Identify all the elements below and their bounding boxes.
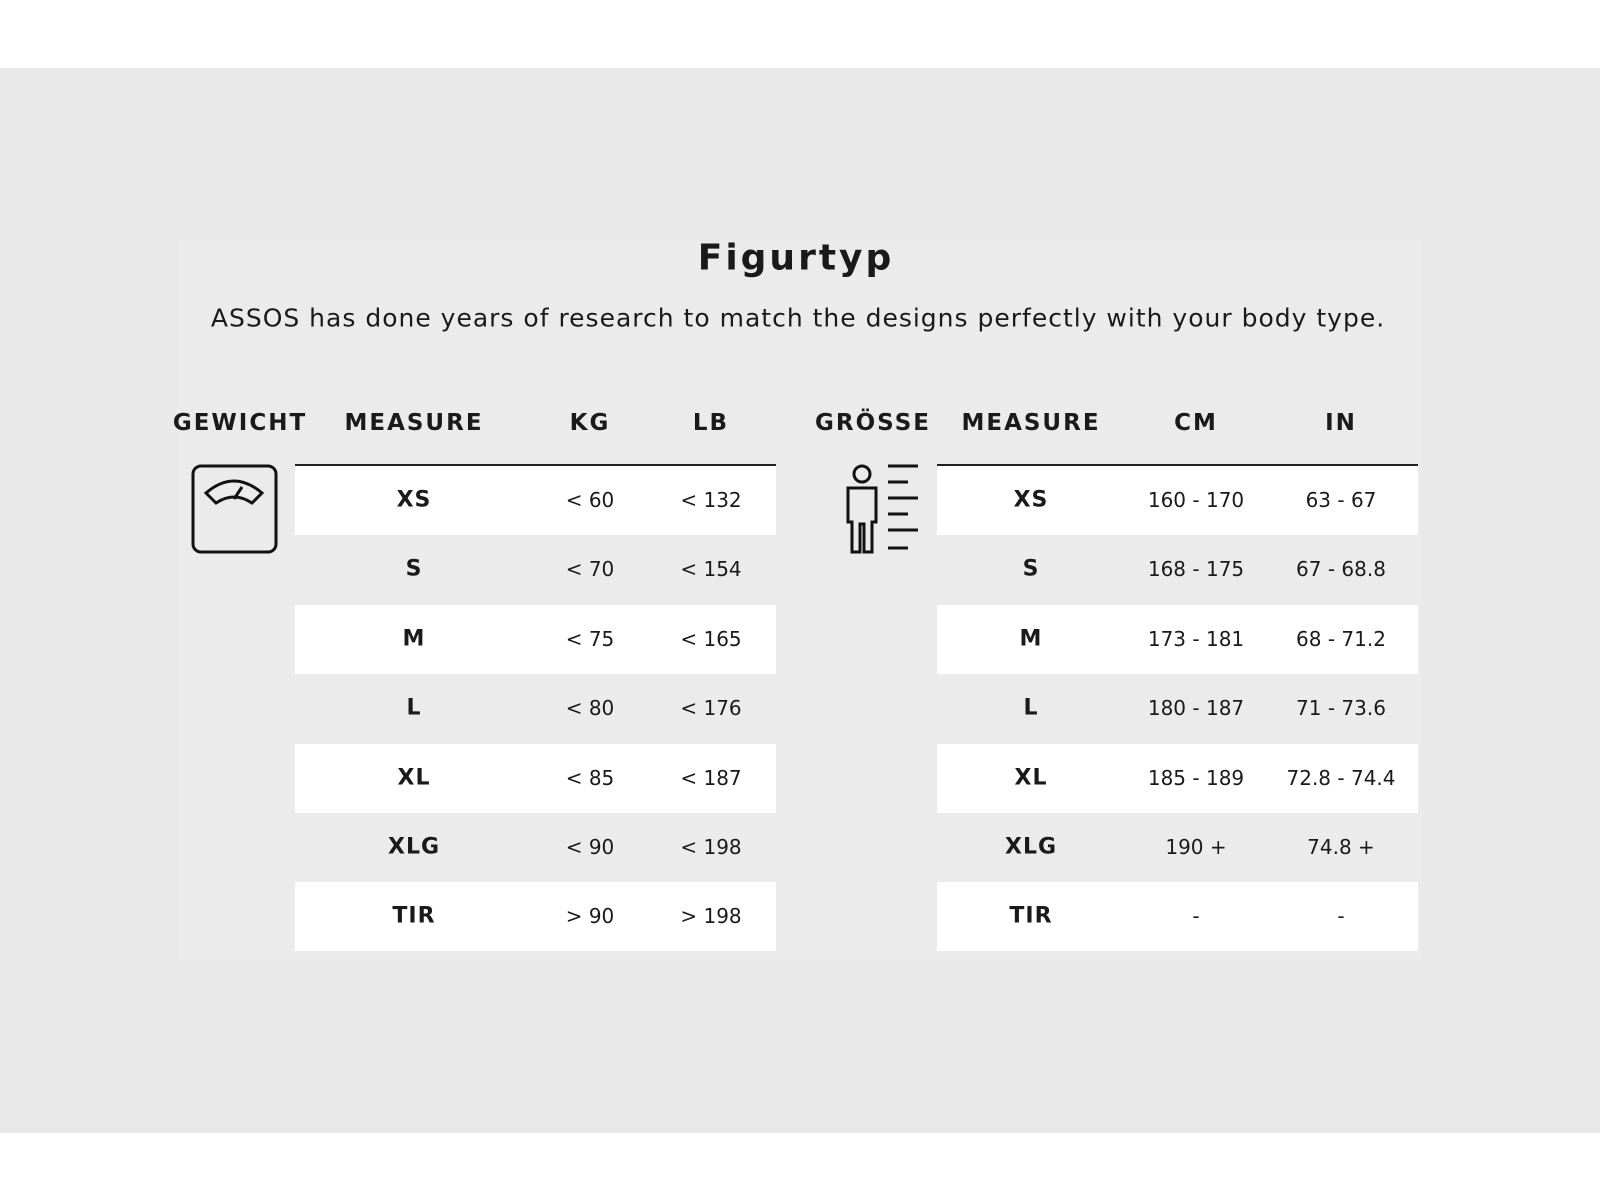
- title: Figurtyp: [697, 237, 895, 279]
- size-cell: S: [405, 556, 423, 582]
- value-cell: > 198: [680, 904, 742, 929]
- size-cell: TIR: [392, 903, 436, 929]
- value-cell: < 176: [680, 696, 742, 721]
- size-cell: TIR: [1009, 903, 1053, 929]
- value-cell: 72.8 - 74.4: [1286, 765, 1396, 790]
- column-header: LB: [692, 410, 730, 436]
- row-background: [937, 743, 1418, 813]
- value-cell: 160 - 170: [1147, 488, 1245, 512]
- row-background: [295, 466, 776, 535]
- value-cell: 71 - 73.6: [1296, 696, 1386, 721]
- scale-icon: [191, 464, 278, 554]
- row-background: [295, 604, 776, 674]
- value-cell: < 60: [565, 488, 615, 512]
- value-cell: < 80: [565, 696, 615, 721]
- value-cell: < 132: [680, 488, 742, 512]
- row-background: [937, 466, 1418, 535]
- header-rule: [295, 464, 776, 466]
- table-label: GEWICHT: [172, 410, 308, 436]
- row-background: [937, 604, 1418, 674]
- column-header: MEASURE: [961, 410, 1101, 436]
- value-cell: < 85: [565, 765, 615, 790]
- table-label: GRÖSSE: [815, 410, 931, 436]
- size-cell: M: [402, 626, 426, 652]
- row-background: [295, 882, 776, 952]
- size-cell: L: [406, 695, 422, 721]
- size-cell: XL: [1014, 765, 1048, 791]
- size-cell: L: [1023, 695, 1039, 721]
- size-cell: XS: [396, 487, 432, 513]
- value-cell: < 75: [565, 626, 615, 651]
- column-header: CM: [1174, 410, 1218, 436]
- header-rule: [937, 464, 1418, 466]
- column-header: IN: [1325, 410, 1357, 436]
- value-cell: 63 - 67: [1305, 488, 1377, 512]
- value-cell: 168 - 175: [1147, 557, 1245, 582]
- value-cell: < 165: [680, 626, 742, 651]
- size-cell: M: [1019, 626, 1043, 652]
- size-cell: XLG: [387, 834, 441, 860]
- size-cell: XL: [397, 765, 431, 791]
- value-cell: > 90: [565, 904, 615, 929]
- value-cell: < 198: [680, 835, 742, 859]
- column-header: KG: [569, 410, 611, 436]
- value-cell: 68 - 71.2: [1296, 626, 1386, 651]
- row-background: [937, 882, 1418, 952]
- value-cell: 74.8 +: [1307, 835, 1375, 859]
- value-cell: -: [1192, 904, 1200, 929]
- size-cell: XLG: [1004, 834, 1058, 860]
- panel: [177, 240, 1422, 960]
- size-cell: XS: [1013, 487, 1049, 513]
- value-cell: 185 - 189: [1147, 765, 1245, 790]
- row-background: [295, 743, 776, 813]
- size-cell: S: [1022, 556, 1040, 582]
- value-cell: < 154: [680, 557, 742, 582]
- value-cell: < 187: [680, 765, 742, 790]
- value-cell: < 70: [565, 557, 615, 582]
- subtitle: ASSOS has done years of research to matc…: [210, 303, 1386, 333]
- column-header: MEASURE: [344, 410, 484, 436]
- value-cell: 67 - 68.8: [1296, 557, 1386, 582]
- value-cell: < 90: [565, 835, 615, 859]
- value-cell: 190 +: [1165, 835, 1227, 859]
- value-cell: -: [1337, 904, 1345, 929]
- height-icon: [846, 464, 918, 554]
- value-cell: 180 - 187: [1147, 696, 1245, 721]
- value-cell: 173 - 181: [1147, 626, 1245, 651]
